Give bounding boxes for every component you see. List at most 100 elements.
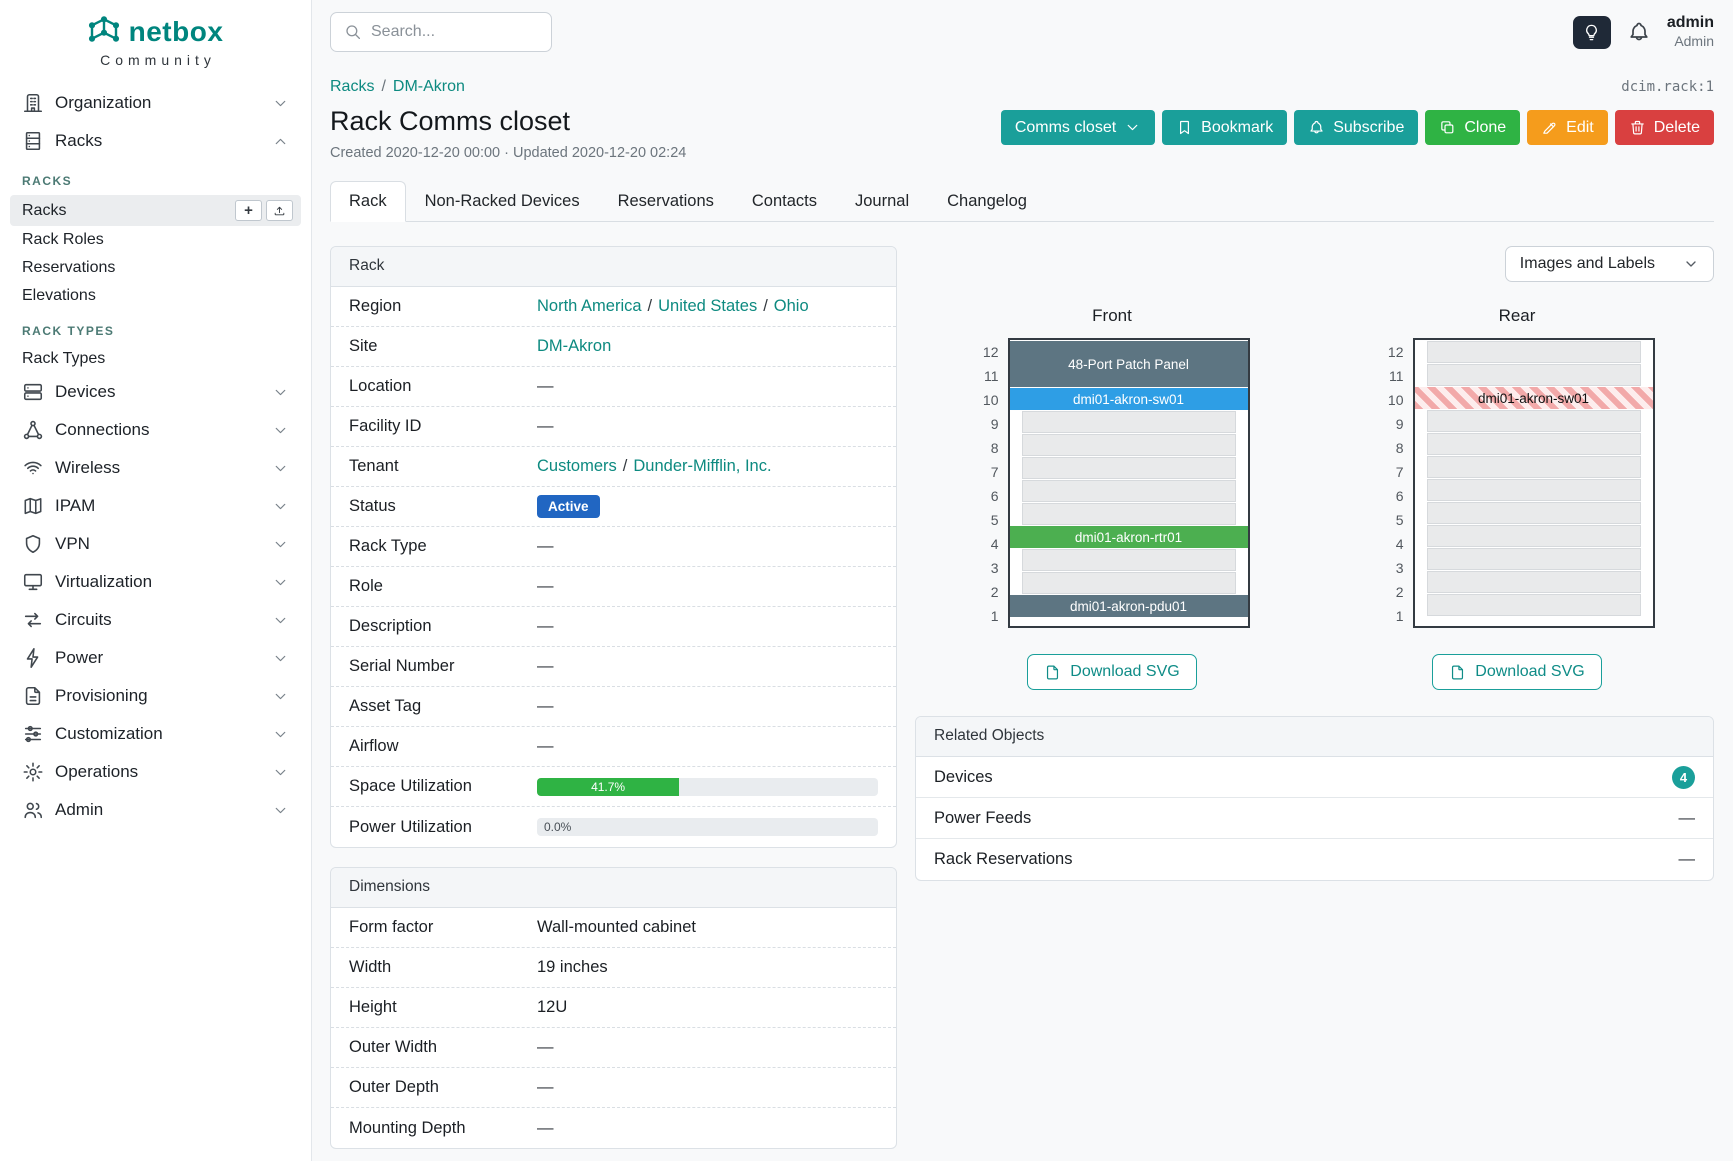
sidebar-item-customization[interactable]: Customization xyxy=(10,715,301,753)
empty-rack-unit[interactable] xyxy=(1426,525,1641,547)
clone-button[interactable]: Clone xyxy=(1425,110,1521,145)
tab-non-racked-devices[interactable]: Non-Racked Devices xyxy=(424,192,580,210)
user-area: admin Admin xyxy=(1572,13,1714,51)
empty-rack-unit[interactable] xyxy=(1426,364,1641,386)
sidebar-item-elevations[interactable]: Elevations xyxy=(10,282,301,310)
images-labels-dropdown[interactable]: Images and Labels xyxy=(1504,246,1714,282)
tab-journal[interactable]: Journal xyxy=(855,192,910,210)
empty-rack-unit[interactable] xyxy=(1426,410,1641,432)
rack-device[interactable]: dmi01-akron-rtr01 xyxy=(1009,526,1248,548)
tab-rack[interactable]: Rack xyxy=(330,181,406,222)
unit-number: 11 xyxy=(1388,368,1404,384)
sidebar-item-vpn[interactable]: VPN xyxy=(10,525,301,563)
unit-number: 6 xyxy=(1395,488,1404,504)
chevron-down-icon xyxy=(275,769,286,775)
empty-rack-unit[interactable] xyxy=(1426,456,1641,478)
field-link[interactable]: Ohio xyxy=(773,297,809,315)
empty-rack-unit[interactable] xyxy=(1426,571,1641,593)
sidebar-item-racks[interactable]: Racks + xyxy=(10,195,301,226)
chevron-down-icon xyxy=(275,693,286,699)
user-role: Admin xyxy=(1674,33,1714,50)
rack-panel: Rack Region North America / United States / O… xyxy=(330,246,897,848)
sidebar-item-label: IPAM xyxy=(55,496,96,515)
subscribe-button[interactable]: Subscribe xyxy=(1294,110,1419,145)
sidebar-item-rack-roles[interactable]: Rack Roles xyxy=(10,226,301,254)
bookmark-button[interactable]: Bookmark xyxy=(1162,110,1288,145)
search-input[interactable] xyxy=(371,23,538,41)
sidebar-item-power[interactable]: Power xyxy=(10,639,301,677)
delete-button[interactable]: Delete xyxy=(1614,110,1714,145)
field-row: Tenant Customers / Dunder-Mifflin, Inc. xyxy=(331,447,896,487)
sidebar-item-reservations[interactable]: Reservations xyxy=(10,254,301,282)
progress-label: 41.7% xyxy=(591,779,626,794)
tab-contacts[interactable]: Contacts xyxy=(751,192,817,210)
related-row-rack-reservations: Rack Reservations — xyxy=(916,839,1713,880)
field-link[interactable]: Dunder-Mifflin, Inc. xyxy=(633,457,772,475)
related-row-devices[interactable]: Devices 4 xyxy=(916,757,1713,798)
field-link[interactable]: Customers xyxy=(537,457,617,475)
breadcrumb-link[interactable]: DM-Akron xyxy=(392,78,465,95)
empty-rack-unit[interactable] xyxy=(1021,503,1236,525)
add-button[interactable]: + xyxy=(235,200,262,221)
rack-device[interactable]: dmi01-akron-sw01 xyxy=(1414,387,1653,409)
unit-number: 3 xyxy=(1395,560,1404,576)
empty-rack-unit[interactable] xyxy=(1426,594,1641,616)
empty-rack-unit[interactable] xyxy=(1426,479,1641,501)
wifi-icon xyxy=(24,461,42,475)
chevron-down-icon xyxy=(275,807,286,813)
sidebar-item-racks[interactable]: Racks xyxy=(10,122,301,160)
tab-changelog[interactable]: Changelog xyxy=(947,192,1027,210)
user-menu[interactable]: admin Admin xyxy=(1667,13,1714,51)
building-icon xyxy=(23,93,43,113)
download-svg-button[interactable]: Download SVG xyxy=(1432,654,1602,690)
sidebar-item-rack-types[interactable]: Rack Types xyxy=(10,345,301,373)
empty-rack-unit[interactable] xyxy=(1426,433,1641,455)
sidebar-item-connections[interactable]: Connections xyxy=(10,411,301,449)
empty-rack-unit[interactable] xyxy=(1021,434,1236,456)
download-svg-button[interactable]: Download SVG xyxy=(1027,654,1197,690)
sidebar-item-wireless[interactable]: Wireless xyxy=(10,449,301,487)
sidebar-item-admin[interactable]: Admin xyxy=(10,791,301,829)
empty-rack-unit[interactable] xyxy=(1021,457,1236,479)
sidebar-item-devices[interactable]: Devices xyxy=(10,373,301,411)
field-label: Serial Number xyxy=(349,657,455,675)
field-label: Rack Type xyxy=(349,537,427,555)
sidebar-item-provisioning[interactable]: Provisioning xyxy=(10,677,301,715)
field-link[interactable]: United States xyxy=(658,297,758,315)
rack-device[interactable]: dmi01-akron-pdu01 xyxy=(1009,595,1248,617)
brand[interactable]: netbox Community xyxy=(0,0,311,76)
brand-name: netbox xyxy=(128,16,224,47)
theme-toggle-button[interactable] xyxy=(1572,15,1611,49)
main-area: admin Admin Racks / DM-Akron dcim.rack:1 R… xyxy=(312,0,1733,1161)
empty-rack-unit[interactable] xyxy=(1021,480,1236,502)
field-label: Status xyxy=(349,497,396,515)
sidebar-item-ipam[interactable]: IPAM xyxy=(10,487,301,525)
sidebar-item-virtualization[interactable]: Virtualization xyxy=(10,563,301,601)
sidebar-item-operations[interactable]: Operations xyxy=(10,753,301,791)
search-box[interactable] xyxy=(330,12,552,52)
connections-icon xyxy=(23,420,43,440)
comms-closet-button[interactable]: Comms closet xyxy=(1000,110,1156,145)
field-row: Mounting Depth — xyxy=(331,1108,896,1148)
unit-number: 9 xyxy=(990,416,999,432)
import-button[interactable] xyxy=(266,200,293,221)
tab-reservations[interactable]: Reservations xyxy=(617,192,714,210)
breadcrumb-link[interactable]: Racks xyxy=(330,78,375,95)
related-label: Devices xyxy=(934,767,993,786)
empty-rack-unit[interactable] xyxy=(1426,341,1641,363)
empty-rack-unit[interactable] xyxy=(1021,572,1236,594)
rack-device[interactable]: 48-Port Patch Panel xyxy=(1009,341,1248,387)
sidebar-item-label: VPN xyxy=(55,534,90,553)
empty-rack-unit[interactable] xyxy=(1021,549,1236,571)
sidebar-item-organization[interactable]: Organization xyxy=(10,84,301,122)
field-link[interactable]: DM-Akron xyxy=(537,337,612,355)
empty-rack-unit[interactable] xyxy=(1426,502,1641,524)
notifications-bell-icon[interactable] xyxy=(1627,20,1651,44)
empty-rack-unit[interactable] xyxy=(1021,411,1236,433)
sidebar-item-circuits[interactable]: Circuits xyxy=(10,601,301,639)
empty-rack-unit[interactable] xyxy=(1426,548,1641,570)
edit-button[interactable]: Edit xyxy=(1527,110,1608,145)
rack-device[interactable]: dmi01-akron-sw01 xyxy=(1009,388,1248,410)
field-link[interactable]: North America xyxy=(537,297,642,315)
circuits-icon xyxy=(24,612,42,628)
